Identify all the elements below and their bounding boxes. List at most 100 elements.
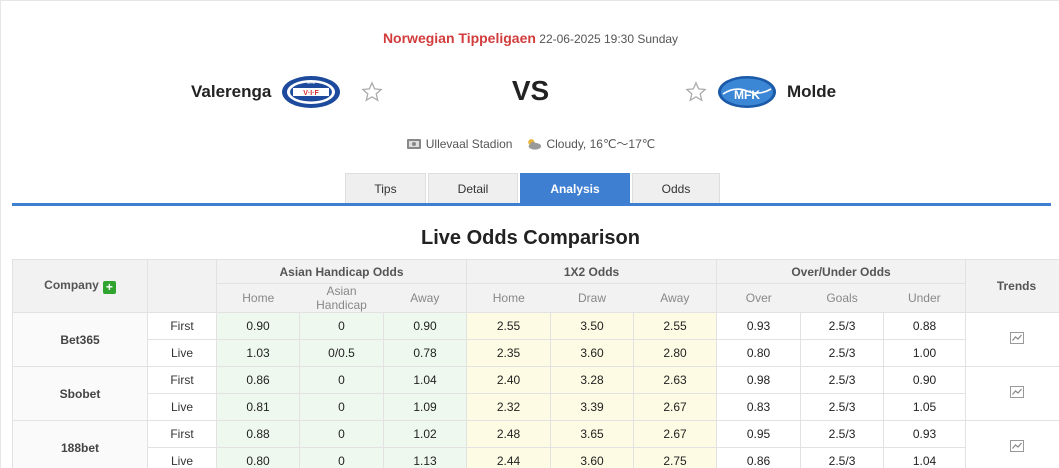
table-row[interactable]: Live 0.80 0 1.13 2.44 3.60 2.75 0.86 2.5/3 1.04: [13, 447, 1059, 468]
company-name[interactable]: Bet365: [12, 312, 148, 367]
home-team[interactable]: Valerenga V·I·F ••••••• •••••: [191, 73, 384, 111]
tab-tips[interactable]: Tips: [345, 173, 426, 204]
cloudy-icon: [528, 138, 542, 150]
odds-ou-under: 1.05: [883, 393, 967, 421]
home-team-name[interactable]: Valerenga: [191, 82, 272, 101]
odds-x12-draw: 3.60: [550, 447, 635, 468]
company-header: Company +: [12, 259, 148, 313]
subheader-home: Home: [216, 283, 300, 313]
svg-text:MFK: MFK: [734, 88, 760, 102]
tabs-divider: [12, 203, 1051, 206]
away-team-name[interactable]: Molde: [787, 82, 837, 101]
odds-ou-over: 0.98: [716, 366, 802, 394]
venue-name: Ullevaal Stadion: [425, 136, 513, 151]
weather-text: Cloudy, 16℃～17℃: [546, 137, 656, 151]
odds-asian-handicap: 0: [299, 312, 384, 340]
table-row[interactable]: Live 0.81 0 1.09 2.32 3.39 2.67 0.83 2.5/3 1.05: [13, 393, 1059, 421]
table-row[interactable]: 188bet First 0.88 0 1.02 2.48 3.65 2.67 0.95 2.5/…: [12, 420, 1059, 468]
trend-cell[interactable]: [965, 312, 1059, 367]
odds-asian-home: 0.88: [216, 420, 300, 448]
trend-chart-icon[interactable]: [1009, 386, 1024, 398]
odds-x12-away: 2.55: [633, 312, 718, 340]
odds-asian-home: 0.90: [216, 312, 300, 340]
1x2-header: 1X2 Odds: [466, 259, 718, 284]
odds-type-label: First: [147, 420, 217, 448]
odds-ou-under: 1.04: [883, 447, 967, 468]
odds-asian-home: 0.81: [216, 393, 300, 421]
versus-label: VS: [511, 75, 550, 106]
trend-chart-icon[interactable]: [1009, 332, 1024, 344]
trend-cell[interactable]: [965, 366, 1059, 421]
odds-type-label: Live: [147, 447, 217, 468]
odds-ou-over: 0.95: [716, 420, 802, 448]
tab-analysis[interactable]: Analysis: [520, 173, 630, 204]
odds-x12-draw: 3.28: [550, 366, 635, 394]
tab-odds[interactable]: Odds: [632, 173, 720, 204]
odds-table: Company + Asian Handicap Odds 1X2 Odds Ov…: [12, 259, 1059, 468]
match-header: Norwegian Tippeligaen 22-06-2025 19:30 S…: [1, 30, 1059, 46]
odds-asian-home: 0.86: [216, 366, 300, 394]
subheader-away: Away: [633, 283, 717, 313]
odds-table-body: Bet365 First 0.90 0 0.90 2.55 3.50 2.55 0.93 2.5/…: [12, 312, 1059, 468]
odds-x12-away: 2.75: [633, 447, 718, 468]
svg-text:•••••••: •••••••: [307, 81, 316, 85]
odds-x12-home: 2.55: [466, 312, 552, 340]
company-name[interactable]: 188bet: [12, 420, 148, 468]
odds-x12-away: 2.63: [633, 366, 718, 394]
odds-asian-away: 1.04: [382, 366, 468, 394]
table-row[interactable]: Bet365 First 0.90 0 0.90 2.55 3.50 2.55 0.93 2.5/…: [12, 312, 1059, 367]
trends-header: Trends: [965, 259, 1059, 313]
odds-x12-draw: 3.60: [550, 339, 635, 367]
valerenga-logo-icon: V·I·F ••••••• •••••: [282, 76, 341, 108]
away-team[interactable]: MFK Molde: [685, 73, 836, 111]
table-row[interactable]: Live 1.03 0/0.5 0.78 2.35 3.60 2.80 0.80 2.5/3 1.…: [13, 339, 1059, 367]
odds-ou-goals: 2.5/3: [800, 393, 885, 421]
tab-detail[interactable]: Detail: [428, 173, 518, 204]
match-datetime: 22-06-2025 19:30 Sunday: [539, 32, 679, 46]
odds-x12-home: 2.44: [466, 447, 552, 468]
odds-type-label: Live: [147, 393, 217, 421]
over-under-header: Over/Under Odds: [716, 259, 967, 284]
odds-ou-goals: 2.5/3: [800, 420, 885, 448]
odds-asian-away: 0.90: [382, 312, 468, 340]
odds-asian-handicap: 0: [299, 447, 384, 468]
odds-type-label: First: [147, 366, 217, 394]
league-name[interactable]: Norwegian Tippeligaen: [382, 30, 536, 46]
subheader-home: Home: [466, 283, 551, 313]
odds-asian-home: 1.03: [216, 339, 300, 367]
odds-asian-away: 1.13: [382, 447, 468, 468]
odds-ou-under: 1.00: [883, 339, 967, 367]
odds-type-label: Live: [147, 339, 217, 367]
subheader-asian-handicap: Asian Handicap: [299, 283, 384, 313]
away-star-icon[interactable]: [685, 81, 707, 103]
odds-x12-home: 2.40: [466, 366, 552, 394]
home-star-icon[interactable]: [361, 81, 384, 103]
odds-x12-away: 2.80: [633, 339, 718, 367]
svg-text:V·I·F: V·I·F: [304, 90, 320, 97]
odds-x12-home: 2.48: [466, 420, 552, 448]
odds-type-label: First: [147, 312, 217, 340]
odds-x12-draw: 3.50: [550, 312, 635, 340]
odds-x12-home: 2.35: [466, 339, 552, 367]
trend-chart-icon[interactable]: [1009, 440, 1024, 452]
odds-ou-over: 0.93: [716, 312, 802, 340]
odds-asian-home: 0.80: [216, 447, 300, 468]
subheader-under: Under: [883, 283, 967, 313]
odds-ou-goals: 2.5/3: [800, 339, 885, 367]
section-title: Live Odds Comparison: [421, 227, 640, 249]
odds-x12-home: 2.32: [466, 393, 552, 421]
odds-ou-goals: 2.5/3: [800, 366, 885, 394]
odds-asian-away: 0.78: [382, 339, 468, 367]
odds-ou-goals: 2.5/3: [800, 312, 885, 340]
odds-ou-over: 0.86: [716, 447, 802, 468]
odds-x12-away: 2.67: [633, 420, 718, 448]
trend-cell[interactable]: [965, 420, 1059, 468]
company-name[interactable]: Sbobet: [12, 366, 148, 421]
odds-asian-handicap: 0/0.5: [299, 339, 384, 367]
odds-x12-draw: 3.39: [550, 393, 635, 421]
odds-ou-under: 0.90: [883, 366, 967, 394]
table-row[interactable]: Sbobet First 0.86 0 1.04 2.40 3.28 2.63 0.98 2.5/…: [12, 366, 1059, 421]
odds-asian-handicap: 0: [299, 420, 384, 448]
odds-x12-away: 2.67: [633, 393, 718, 421]
plus-icon[interactable]: +: [102, 281, 116, 294]
